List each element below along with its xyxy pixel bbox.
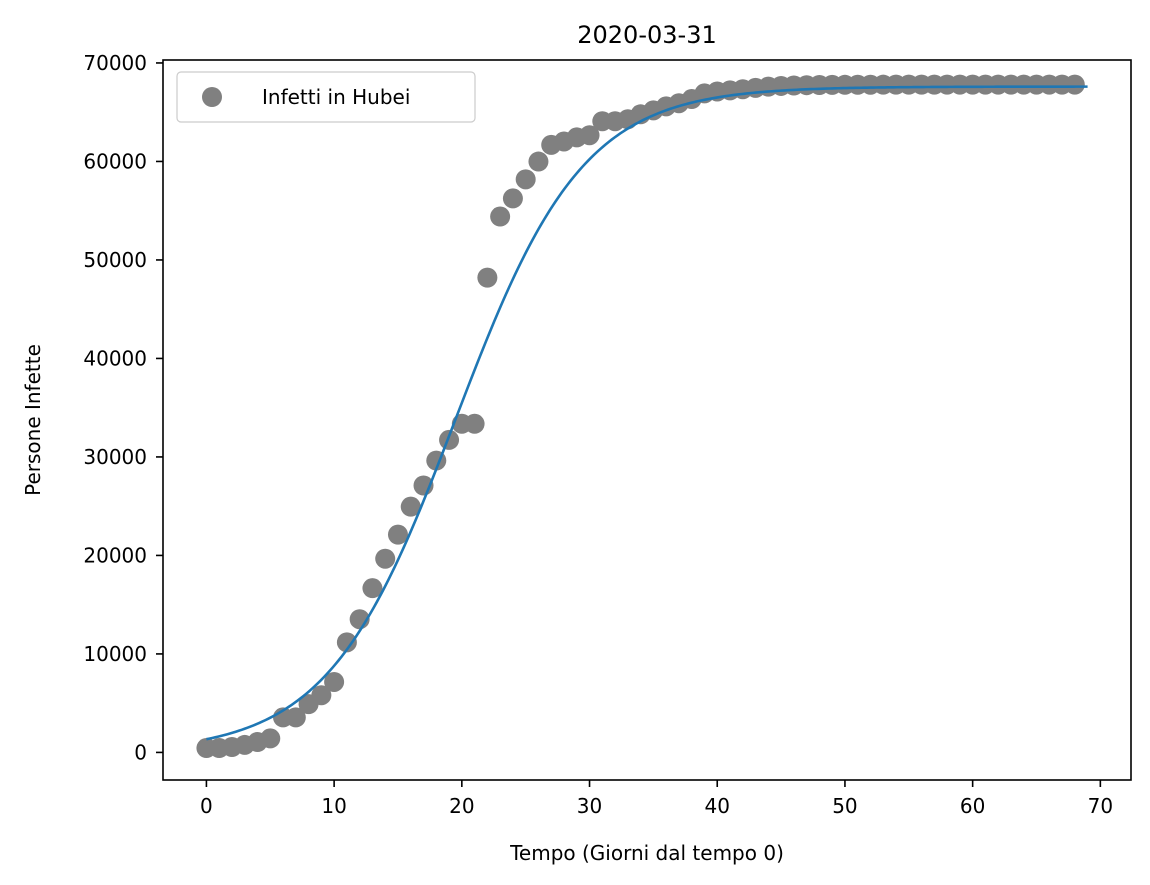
chart-title: 2020-03-31 (577, 21, 716, 49)
data-point (375, 548, 396, 569)
data-point (477, 267, 498, 288)
x-tick-label: 70 (1088, 794, 1113, 818)
x-tick-label: 20 (449, 794, 474, 818)
data-point (362, 578, 383, 599)
y-tick-label: 50000 (83, 248, 147, 272)
data-point (336, 632, 357, 653)
legend: Infetti in Hubei (176, 71, 476, 123)
y-tick-label: 0 (134, 740, 147, 764)
y-tick-label: 20000 (83, 543, 147, 567)
y-tick-label: 70000 (83, 51, 147, 75)
data-point (490, 206, 511, 227)
data-point (400, 496, 421, 517)
data-point (502, 188, 523, 209)
plot-area (196, 74, 1088, 759)
x-tick-label: 60 (960, 794, 985, 818)
data-point (439, 429, 460, 450)
y-tick-label: 60000 (83, 149, 147, 173)
x-axis: 0 10 20 30 40 50 60 70 (200, 780, 1113, 818)
x-tick-label: 10 (321, 794, 346, 818)
y-axis: 0 10000 20000 30000 40000 50000 60000 70000 (83, 51, 163, 764)
y-tick-label: 40000 (83, 346, 147, 370)
x-tick-label: 50 (832, 794, 857, 818)
legend-box (176, 71, 476, 123)
data-point (285, 707, 306, 728)
data-point (387, 524, 408, 545)
data-point (1064, 74, 1085, 95)
data-point (311, 685, 332, 706)
x-tick-label: 0 (200, 794, 213, 818)
x-tick-label: 30 (577, 794, 602, 818)
data-point (579, 125, 600, 146)
fit-curve (206, 85, 1088, 741)
legend-label: Infetti in Hubei (262, 85, 410, 109)
data-point (464, 413, 485, 434)
data-point (260, 728, 281, 749)
data-point (515, 169, 536, 190)
axes-frame (162, 59, 1132, 781)
y-axis-label: Persone Infette (21, 344, 45, 496)
x-tick-label: 40 (705, 794, 730, 818)
y-tick-label: 30000 (83, 445, 147, 469)
legend-marker (202, 87, 222, 107)
y-tick-label: 10000 (83, 642, 147, 666)
data-point (324, 671, 345, 692)
x-axis-label: Tempo (Giorni dal tempo 0) (509, 841, 784, 865)
data-point (528, 151, 549, 172)
